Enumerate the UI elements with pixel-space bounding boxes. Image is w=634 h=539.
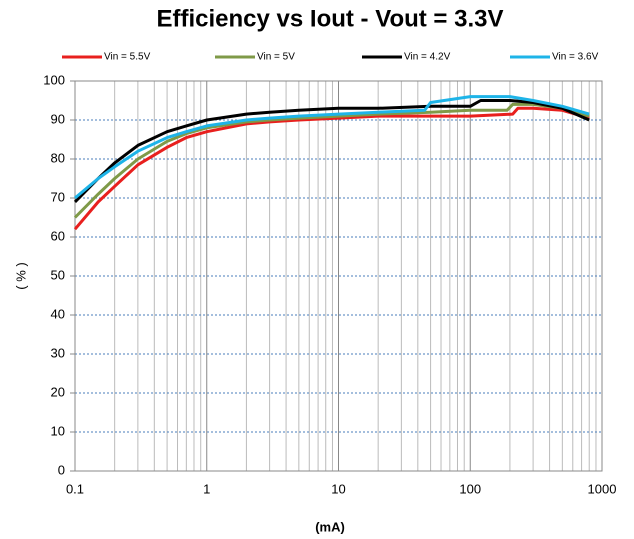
x-tick-label: 100	[459, 481, 481, 496]
y-tick-label: 70	[51, 189, 65, 204]
x-tick-label: 10	[331, 481, 345, 496]
y-tick-label: 0	[58, 462, 65, 477]
y-tick-label: 40	[51, 306, 65, 321]
y-tick-label: 50	[51, 267, 65, 282]
legend-label: Vin = 5.5V	[104, 52, 151, 63]
x-tick-label: 1000	[588, 481, 617, 496]
y-tick-label: 60	[51, 228, 65, 243]
legend-label: Vin = 4.2V	[404, 52, 451, 63]
legend-label: Vin = 5V	[257, 52, 295, 63]
y-tick-label: 80	[51, 150, 65, 165]
line	[73, 99, 590, 203]
x-axis-label: (mA)	[315, 519, 345, 534]
y-axis-label: ( % )	[13, 262, 28, 289]
x-tick-label: 1	[203, 481, 210, 496]
plot-frame	[74, 80, 603, 472]
line	[74, 95, 590, 200]
y-tick-label: 100	[43, 72, 65, 87]
legend-label: Vin = 3.6V	[552, 52, 599, 63]
y-tick-label: 30	[51, 345, 65, 360]
x-tick-label: 0.1	[66, 481, 84, 496]
line	[73, 102, 590, 219]
y-tick-label: 90	[51, 111, 65, 126]
y-tick-label: 10	[51, 423, 65, 438]
line	[73, 106, 590, 231]
y-tick-label: 20	[51, 384, 65, 399]
chart-title: Efficiency vs Iout - Vout = 3.3V	[157, 5, 504, 32]
